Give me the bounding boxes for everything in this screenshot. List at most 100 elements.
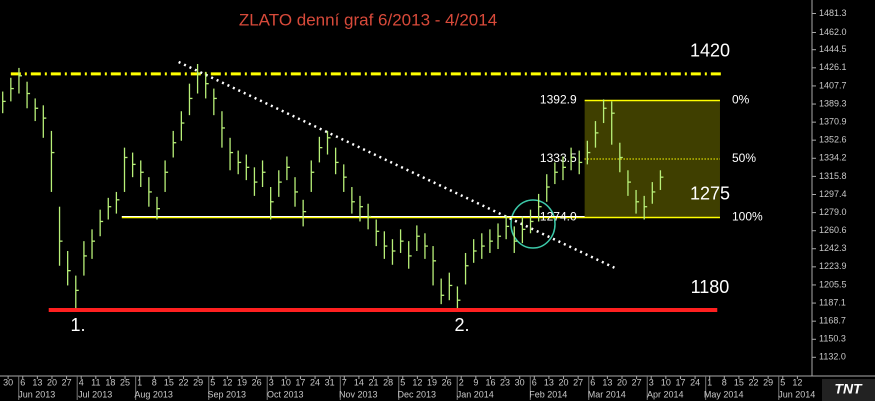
highlight-circle: [510, 199, 556, 249]
x-tick-label: 10: [281, 377, 291, 387]
x-tick-label: 17: [675, 377, 685, 387]
x-tick-label: 6: [590, 377, 595, 387]
x-tick-label: 1: [707, 377, 712, 387]
y-tick-label: 1187.1: [819, 297, 846, 307]
x-tick-label: 28: [383, 377, 393, 387]
trendline: [178, 60, 615, 269]
x-tick-label: 12: [412, 377, 422, 387]
y-tick-label: 1150.3: [819, 334, 846, 344]
month-label: Mar 2014: [588, 389, 626, 399]
x-tick-label: 8: [722, 377, 727, 387]
x-tick-label: 5: [780, 377, 785, 387]
x-tick-label: 31: [325, 377, 335, 387]
y-tick-label: 1132.0: [819, 352, 846, 362]
fib-ratio-label: 0%: [732, 93, 750, 107]
marker-label: 1.: [70, 315, 85, 335]
x-tick-label: 21: [369, 377, 379, 387]
x-tick-label: 7: [342, 377, 347, 387]
month-label: Oct 2013: [267, 389, 304, 399]
month-label: Apr 2014: [647, 389, 684, 399]
fib-ratio-label: 100%: [732, 210, 763, 224]
y-tick-label: 1389.3: [819, 98, 847, 108]
x-tick-label: 18: [105, 377, 115, 387]
logo: TNT: [834, 381, 863, 397]
y-tick-label: 1279.0: [819, 207, 847, 217]
month-label: Jun 2013: [18, 389, 55, 399]
y-tick-label: 1407.7: [819, 80, 847, 90]
y-tick-label: 1205.5: [819, 279, 847, 289]
y-tick-label: 1242.3: [819, 243, 847, 253]
x-tick-label: 15: [164, 377, 174, 387]
x-tick-label: 15: [734, 377, 744, 387]
x-tick-label: 20: [559, 377, 569, 387]
x-tick-label: 5: [210, 377, 215, 387]
x-tick-label: 26: [252, 377, 262, 387]
x-tick-label: 4: [79, 377, 84, 387]
month-label: Jun 2014: [778, 389, 815, 399]
fib-ratio-label: 50%: [732, 151, 756, 165]
y-tick-label: 1352.6: [819, 135, 847, 145]
x-tick-label: 11: [91, 377, 100, 387]
y-tick-label: 1334.2: [819, 153, 847, 163]
x-tick-label: 24: [690, 377, 700, 387]
chart-title: ZLATO denní graf 6/2013 - 4/2014: [239, 10, 497, 29]
x-tick-label: 2: [459, 377, 464, 387]
logo-box: [822, 379, 875, 401]
month-label: May 2014: [704, 389, 744, 399]
x-tick-label: 13: [602, 377, 612, 387]
x-tick-label: 26: [442, 377, 452, 387]
month-label: Dec 2013: [397, 389, 436, 399]
x-tick-label: 25: [120, 377, 130, 387]
month-label: Feb 2014: [529, 389, 567, 399]
x-tick-label: 19: [237, 377, 247, 387]
y-tick-label: 1297.4: [819, 189, 847, 199]
x-tick-label: 13: [544, 377, 554, 387]
fib-level-label: 1333.5: [540, 151, 577, 165]
y-tick-label: 1315.8: [819, 171, 847, 181]
y-tick-label: 1462.0: [819, 27, 847, 37]
y-tick-label: 1168.7: [819, 316, 846, 326]
level-label: 1420: [690, 41, 730, 61]
x-tick-label: 17: [295, 377, 305, 387]
x-tick-label: 5: [400, 377, 405, 387]
marker-label: 2.: [454, 315, 469, 335]
x-tick-label: 9: [473, 377, 478, 387]
x-tick-label: 27: [632, 377, 642, 387]
x-tick-label: 13: [32, 377, 42, 387]
x-tick-label: 8: [152, 377, 157, 387]
x-tick-label: 19: [427, 377, 437, 387]
x-tick-label: 24: [310, 377, 320, 387]
x-tick-label: 20: [47, 377, 57, 387]
x-tick-label: 10: [661, 377, 671, 387]
x-tick-label: 30: [3, 377, 13, 387]
x-tick-label: 22: [179, 377, 189, 387]
x-tick-label: 14: [354, 377, 364, 387]
month-label: Sep 2013: [207, 389, 246, 399]
x-tick-label: 3: [649, 377, 654, 387]
month-label: Jan 2014: [457, 389, 494, 399]
x-tick-label: 23: [500, 377, 510, 387]
x-tick-label: 6: [20, 377, 25, 387]
fib-level-label: 1392.9: [540, 93, 577, 107]
level-label: 1180: [691, 277, 730, 297]
x-tick-label: 12: [222, 377, 232, 387]
y-tick-label: 1444.5: [819, 44, 847, 54]
y-tick-label: 1370.9: [819, 117, 847, 127]
x-tick-label: 27: [62, 377, 72, 387]
x-tick-label: 27: [573, 377, 583, 387]
x-tick-label: 16: [485, 377, 495, 387]
y-tick-label: 1481.3: [819, 8, 847, 18]
y-tick-label: 1260.6: [819, 225, 847, 235]
x-tick-label: 29: [193, 377, 203, 387]
x-tick-label: 30: [515, 377, 525, 387]
x-tick-label: 6: [532, 377, 537, 387]
level-label: 1275: [690, 183, 730, 203]
month-label: Aug 2013: [134, 389, 173, 399]
x-tick-label: 12: [792, 377, 802, 387]
month-label: Nov 2013: [339, 389, 378, 399]
x-tick-label: 1: [137, 377, 142, 387]
x-tick-label: 3: [269, 377, 274, 387]
x-tick-label: 29: [763, 377, 773, 387]
